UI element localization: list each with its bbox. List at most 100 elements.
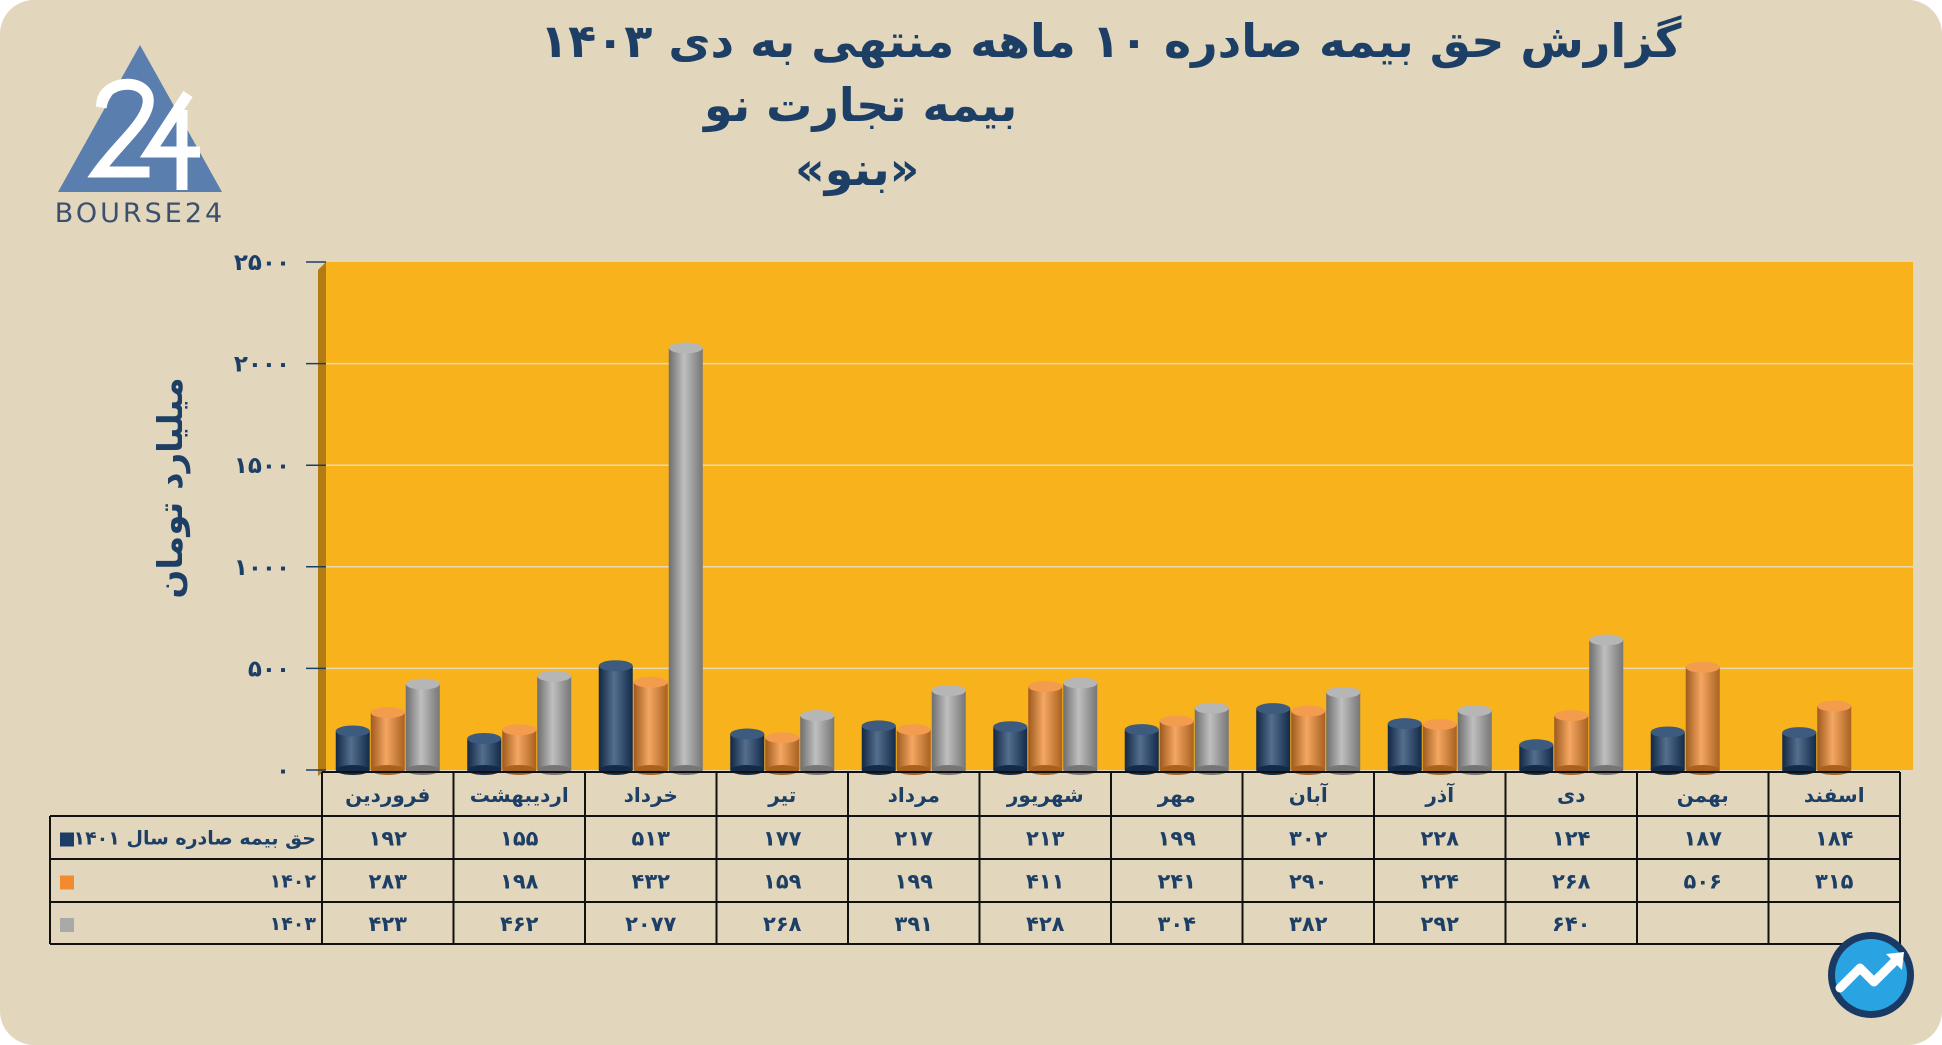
- bar: [1422, 724, 1457, 770]
- data-label: ۱۹۹: [895, 870, 934, 894]
- data-label: ۱۲۴: [1552, 827, 1591, 851]
- bar-cap: [1457, 705, 1492, 717]
- bar-base: [730, 765, 765, 775]
- bar-base: [405, 765, 440, 775]
- bar-cap: [633, 676, 668, 688]
- bar-base: [1457, 765, 1492, 775]
- data-label: ۴۲۳: [369, 912, 408, 936]
- bar-cap: [537, 670, 572, 682]
- y-tick-label: ۰: [276, 758, 290, 784]
- data-label: ۲۴۱: [1158, 870, 1196, 894]
- bar-base: [1194, 765, 1229, 775]
- data-label: ۲۲۴: [1421, 870, 1460, 894]
- data-label: ۲۸۳: [369, 870, 408, 894]
- data-label: ۴۲۸: [1026, 912, 1065, 936]
- x-tick-label: دی: [1557, 783, 1586, 807]
- bar-base: [800, 765, 835, 775]
- badge-arrow-head: [1886, 952, 1904, 970]
- x-tick-label: آذر: [1424, 782, 1455, 807]
- logo-numeral-2: [87, 78, 154, 178]
- x-tick-label: مهر: [1157, 783, 1196, 807]
- bar-base: [1326, 765, 1361, 775]
- bar-cap: [1063, 677, 1098, 689]
- x-tick-label: آبان: [1289, 782, 1329, 807]
- bar-base: [1422, 765, 1457, 775]
- bar: [537, 676, 572, 770]
- bar: [1063, 683, 1098, 770]
- data-label: ۴۱۱: [1026, 870, 1064, 894]
- bar: [1554, 715, 1589, 770]
- logo-text: BOURSE24: [55, 198, 225, 229]
- bar: [1782, 732, 1817, 770]
- bar-base: [537, 765, 572, 775]
- data-label: ۵۱۳: [632, 827, 671, 851]
- x-tick-label: مرداد: [888, 783, 940, 807]
- legend-entry: حق بیمه صادره سال ۱۴۰۱: [73, 828, 316, 850]
- bar: [668, 347, 703, 770]
- y-tick-label: ۱۰۰۰: [234, 555, 290, 581]
- bar: [598, 665, 633, 770]
- data-label: ۴۳۲: [632, 870, 671, 894]
- y-tick-label: ۲۵۰۰: [234, 250, 290, 276]
- x-tick-label: اسفند: [1804, 783, 1865, 807]
- bar: [993, 726, 1028, 770]
- bar-cap: [1028, 680, 1063, 692]
- bar-base: [1063, 765, 1098, 775]
- data-label: ۳۰۲: [1289, 827, 1328, 851]
- bar: [1387, 723, 1422, 770]
- y-tick-label: ۱۵۰۰: [234, 453, 290, 479]
- plot-side-wall: [318, 262, 326, 776]
- data-label: ۱۹۹: [1158, 827, 1197, 851]
- bar-base: [335, 765, 370, 775]
- bar-base: [1685, 765, 1720, 775]
- bar-cap: [1124, 724, 1159, 736]
- bar-base: [370, 765, 405, 775]
- bar-cap: [598, 660, 633, 672]
- trend-arrow-circle-icon: [1828, 932, 1914, 1018]
- legend-swatch: [60, 918, 74, 932]
- bar: [931, 690, 966, 770]
- bar-base: [467, 765, 502, 775]
- bar-base: [598, 765, 633, 775]
- bar-cap: [993, 721, 1028, 733]
- bar-cap: [1387, 718, 1422, 730]
- bar-base: [1554, 765, 1589, 775]
- bar-cap: [931, 685, 966, 697]
- x-tick-label: شهریور: [1006, 783, 1084, 807]
- bar-cap: [1685, 661, 1720, 673]
- bourse24-logo: BOURSE24: [55, 45, 225, 229]
- bar: [502, 729, 537, 770]
- data-label: ۱۷۷: [763, 827, 802, 851]
- bar: [370, 712, 405, 770]
- data-label: ۳۰۴: [1158, 912, 1197, 936]
- bar-cap: [405, 678, 440, 690]
- bar-base: [896, 765, 931, 775]
- x-tick-label: بهمن: [1677, 783, 1729, 807]
- bar-cap: [370, 706, 405, 718]
- data-label: ۵۰۶: [1684, 870, 1722, 894]
- x-tick-label: اردیبهشت: [470, 783, 569, 807]
- y-tick-label: ۲۰۰۰: [234, 352, 290, 378]
- legend-entry: ۱۴۰۲: [270, 871, 317, 893]
- bar: [896, 729, 931, 770]
- bar-cap: [1782, 727, 1817, 739]
- bar: [861, 725, 896, 770]
- bar: [1817, 705, 1852, 770]
- bar-cap: [1817, 700, 1852, 712]
- data-label: ۲۶۸: [763, 912, 802, 936]
- y-axis-label: میلیارد تومان: [151, 377, 191, 598]
- bar: [1194, 708, 1229, 770]
- bar: [1589, 639, 1624, 770]
- bar-base: [1028, 765, 1063, 775]
- bar-base: [1124, 765, 1159, 775]
- bar-cap: [1519, 739, 1554, 751]
- bar-cap: [1326, 686, 1361, 698]
- legend-swatch: [60, 875, 74, 890]
- company-name: بیمه تجارت نو: [704, 78, 1018, 132]
- bar-cap: [730, 728, 765, 740]
- bar-cap: [800, 710, 835, 722]
- x-tick-label: فروردین: [345, 783, 430, 807]
- bar-base: [1589, 765, 1624, 775]
- data-label: ۳۸۲: [1289, 912, 1328, 936]
